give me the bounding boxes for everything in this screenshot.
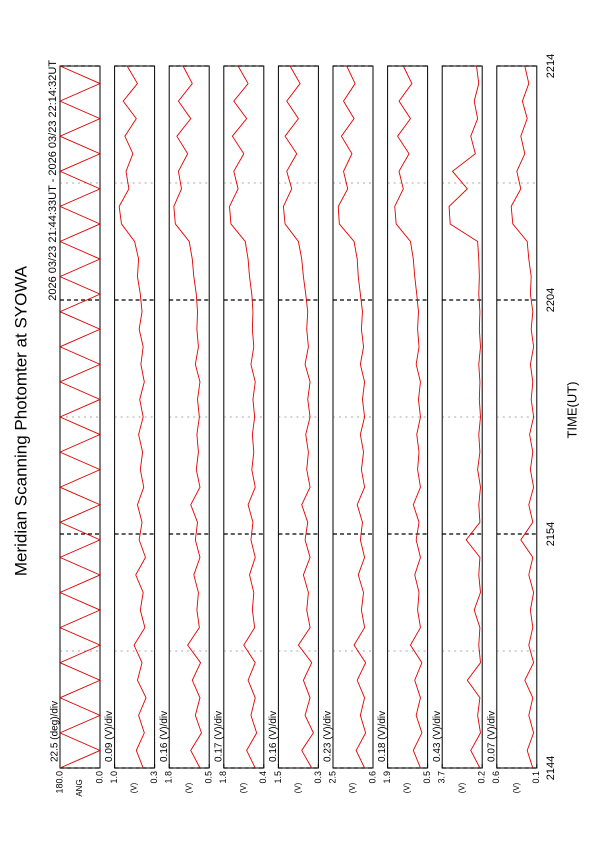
signal-line	[510, 65, 535, 769]
y-axis-label: (V)	[130, 782, 139, 793]
y-axis-label: (V)	[184, 782, 193, 793]
panel-scale-label: 0.43 (V)/div	[432, 711, 443, 762]
x-tick-label: 2144	[545, 756, 557, 780]
y-tick-label: 0.3	[313, 771, 323, 784]
y-tick-label: 0.3	[149, 771, 159, 784]
x-tick-label: 2154	[545, 522, 557, 546]
y-axis-label: (V)	[294, 782, 303, 793]
y-tick-label: 1.0	[109, 771, 119, 784]
y-tick-label: 2.5	[327, 771, 337, 784]
x-tick-label: 2214	[545, 54, 557, 78]
signal-line	[394, 65, 423, 769]
y-tick-label: 1.5	[273, 771, 283, 784]
y-tick-label: 0.6	[367, 771, 377, 784]
panel-scale-label: 0.17 (V)/div	[213, 711, 224, 762]
y-tick-label: 1.8	[218, 771, 228, 784]
y-tick-label: 0.4	[258, 771, 268, 784]
panel-scale-label: 0.09 (V)/div	[104, 711, 115, 762]
signal-line	[58, 65, 102, 769]
x-axis-label: TIME(UT)	[564, 381, 579, 438]
panel-scale-label: 0.07 (V)/div	[486, 711, 497, 762]
y-tick-label: 0.6	[491, 771, 501, 784]
y-tick-label: 0.2	[477, 771, 487, 784]
chart-title: Meridian Scanning Photomter at SYOWA	[11, 265, 30, 576]
y-tick-label: 1.9	[382, 771, 392, 784]
signal-line	[229, 65, 258, 769]
panel-scale-label: 0.18 (V)/div	[377, 711, 388, 762]
signal-line	[118, 65, 147, 769]
panel-scale-label: 22.5 (deg)/div	[50, 701, 61, 762]
signal-line	[448, 65, 481, 769]
panel-scale-label: 0.16 (V)/div	[268, 711, 279, 762]
y-tick-label: 0.0	[94, 771, 104, 784]
y-tick-label: 180.0	[54, 771, 64, 794]
chart-subtitle: 2026 03/23 21:44:33UT - 2026 03/23 22:14…	[47, 60, 59, 301]
panel-scale-label: 0.23 (V)/div	[323, 711, 334, 762]
signal-line	[173, 65, 203, 769]
y-axis-label: (V)	[239, 782, 248, 793]
panel-scale-label: 0.16 (V)/div	[159, 711, 170, 762]
signal-line	[282, 65, 314, 769]
y-axis-label: (V)	[348, 782, 357, 793]
y-axis-label: (V)	[512, 782, 521, 793]
y-axis-label: (V)	[403, 782, 412, 793]
signal-line	[337, 65, 367, 769]
rotated-chart: Meridian Scanning Photomter at SYOWA 202…	[11, 54, 579, 797]
y-axis-label: ANG	[75, 779, 84, 796]
y-tick-label: 1.8	[164, 771, 174, 784]
y-axis-label: (V)	[457, 782, 466, 793]
y-tick-label: 0.1	[531, 771, 541, 784]
y-tick-label: 0.5	[422, 771, 432, 784]
y-tick-label: 0.5	[204, 771, 214, 784]
y-tick-label: 3.7	[437, 771, 447, 784]
x-tick-label: 2204	[545, 288, 557, 312]
